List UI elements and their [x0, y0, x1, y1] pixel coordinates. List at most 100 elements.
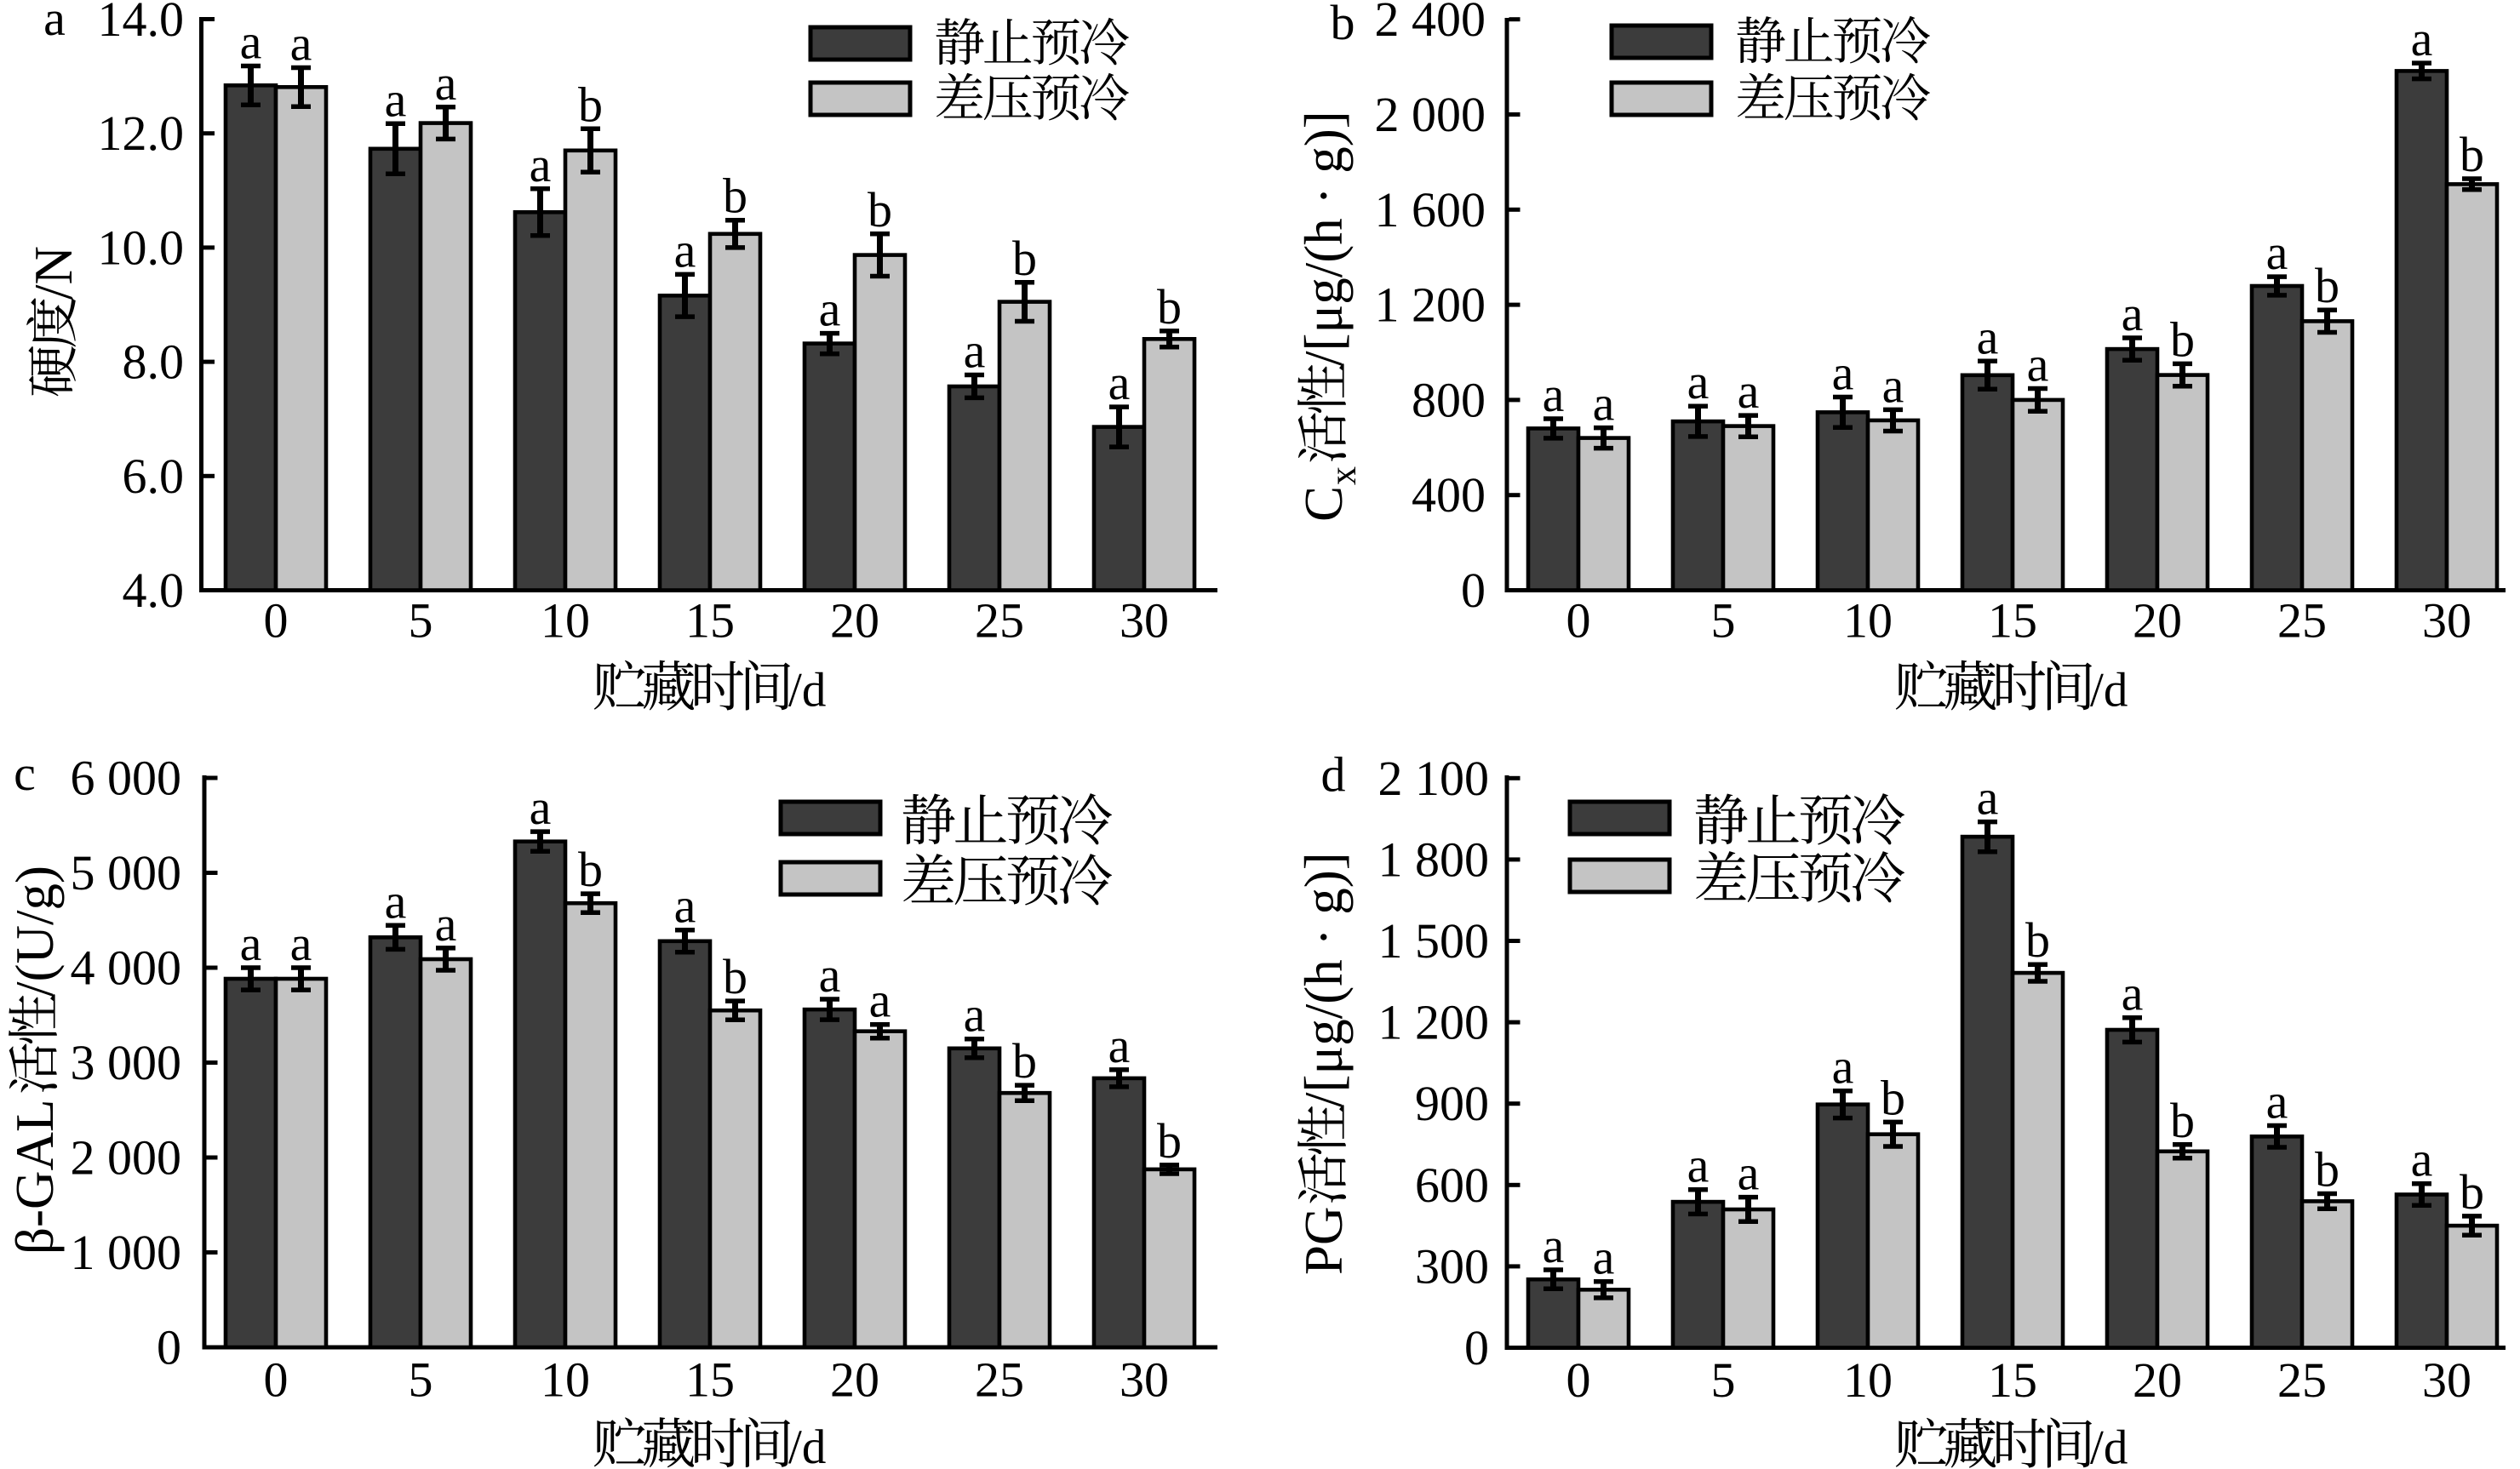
svg-text:25: 25: [975, 593, 1024, 649]
svg-text:b: b: [723, 949, 747, 1004]
svg-text:a: a: [674, 878, 696, 934]
svg-text:a: a: [1108, 355, 1131, 410]
svg-text:b: b: [1331, 0, 1355, 50]
svg-text:d: d: [1321, 747, 1346, 803]
svg-text:a: a: [1593, 1230, 1615, 1285]
svg-text:5: 5: [1711, 593, 1736, 649]
svg-text:10: 10: [541, 593, 590, 649]
svg-text:5: 5: [409, 1352, 433, 1408]
svg-text:10: 10: [1843, 1352, 1893, 1408]
svg-text:1 200: 1 200: [1375, 277, 1486, 333]
svg-text:a: a: [964, 323, 986, 379]
svg-text:15: 15: [685, 1352, 735, 1408]
svg-text:a: a: [240, 14, 262, 70]
svg-text:a: a: [1977, 770, 1999, 826]
svg-text:6.0: 6.0: [123, 449, 185, 504]
svg-text:/d: /d: [2090, 664, 2128, 717]
svg-text:a: a: [1593, 376, 1615, 432]
svg-text:a: a: [435, 55, 457, 111]
svg-text:/(U/g): /(U/g): [5, 866, 65, 997]
svg-text:a: a: [1687, 1138, 1710, 1193]
svg-text:900: 900: [1415, 1076, 1489, 1131]
svg-text:a: a: [1108, 1018, 1131, 1073]
svg-text:a: a: [1738, 1146, 1760, 1201]
svg-text:5: 5: [409, 593, 433, 649]
svg-text:30: 30: [2422, 593, 2471, 649]
svg-text:30: 30: [1120, 1352, 1169, 1408]
svg-text:b: b: [1157, 279, 1182, 334]
svg-text:b: b: [2460, 127, 2484, 182]
svg-text:0: 0: [1566, 593, 1591, 649]
svg-text:20: 20: [830, 1352, 879, 1408]
svg-text:15: 15: [685, 593, 735, 649]
svg-text:25: 25: [975, 1352, 1024, 1408]
svg-text:a: a: [1977, 309, 1999, 364]
svg-text:a: a: [2122, 286, 2144, 341]
svg-text:0: 0: [1461, 563, 1486, 618]
svg-text:0: 0: [1566, 1352, 1591, 1408]
svg-text:a: a: [1832, 1039, 1854, 1095]
svg-text:10: 10: [541, 1352, 590, 1408]
svg-text:300: 300: [1415, 1238, 1489, 1294]
svg-text:10: 10: [1843, 593, 1893, 649]
svg-text:a: a: [385, 71, 407, 127]
svg-text:b: b: [578, 77, 603, 132]
svg-text:8.0: 8.0: [123, 334, 185, 390]
svg-text:a: a: [2027, 337, 2049, 392]
svg-text:a: a: [819, 947, 841, 1003]
svg-text:a: a: [2122, 966, 2144, 1021]
svg-text:a: a: [819, 282, 841, 337]
svg-text:30: 30: [2422, 1352, 2471, 1408]
svg-text:0: 0: [1464, 1320, 1489, 1375]
svg-text:20: 20: [830, 593, 879, 649]
svg-text:b: b: [723, 169, 747, 224]
svg-text:a: a: [435, 896, 457, 952]
svg-text:a: a: [2266, 225, 2288, 280]
svg-text:C: C: [1294, 486, 1354, 522]
svg-text:b: b: [2025, 912, 2050, 968]
svg-text:a: a: [1543, 367, 1565, 422]
svg-text:a: a: [2411, 11, 2433, 66]
svg-text:0: 0: [157, 1320, 181, 1375]
svg-text:3 000: 3 000: [71, 1035, 182, 1090]
svg-text:a: a: [530, 780, 552, 835]
svg-text:b: b: [1012, 1033, 1037, 1089]
svg-text:5 000: 5 000: [71, 845, 182, 900]
svg-text:/[μg/(h · g)]: /[μg/(h · g)]: [1294, 852, 1354, 1107]
svg-text:a: a: [290, 916, 312, 971]
svg-text:/d: /d: [788, 664, 826, 717]
svg-text:4.0: 4.0: [123, 563, 185, 618]
svg-text:0: 0: [264, 593, 289, 649]
svg-text:1 200: 1 200: [1378, 995, 1490, 1050]
svg-text:2 000: 2 000: [1375, 87, 1486, 142]
svg-text:20: 20: [2133, 1352, 2182, 1408]
svg-text:PG: PG: [1294, 1206, 1354, 1275]
svg-text:a: a: [240, 916, 262, 971]
svg-text:b: b: [2315, 1142, 2340, 1197]
svg-text:a: a: [530, 137, 552, 192]
svg-text:a: a: [2411, 1132, 2433, 1187]
svg-text:b: b: [2170, 312, 2195, 367]
svg-text:400: 400: [1412, 467, 1486, 523]
svg-text:1 000: 1 000: [71, 1225, 182, 1280]
svg-text:30: 30: [1120, 593, 1169, 649]
svg-text:b: b: [2170, 1093, 2195, 1148]
svg-text:β-GAL: β-GAL: [5, 1099, 65, 1255]
svg-text:5: 5: [1711, 1352, 1736, 1408]
svg-text:15: 15: [1988, 1352, 2037, 1408]
svg-text:a: a: [2266, 1074, 2288, 1129]
svg-text:2 000: 2 000: [71, 1130, 182, 1186]
svg-text:a: a: [869, 973, 891, 1028]
svg-text:2 400: 2 400: [1375, 0, 1486, 47]
svg-text:1 600: 1 600: [1375, 182, 1486, 237]
svg-text:/d: /d: [788, 1420, 826, 1469]
svg-text:b: b: [868, 182, 892, 237]
svg-text:a: a: [1832, 346, 1854, 401]
svg-text:14.0: 14.0: [98, 0, 185, 47]
svg-text:12.0: 12.0: [98, 106, 185, 161]
svg-text:c: c: [14, 746, 36, 801]
svg-text:b: b: [2315, 258, 2340, 313]
svg-text:a: a: [674, 222, 696, 277]
svg-text:1 500: 1 500: [1378, 913, 1490, 969]
svg-text:/[μg/(h · g)]: /[μg/(h · g)]: [1294, 111, 1354, 366]
